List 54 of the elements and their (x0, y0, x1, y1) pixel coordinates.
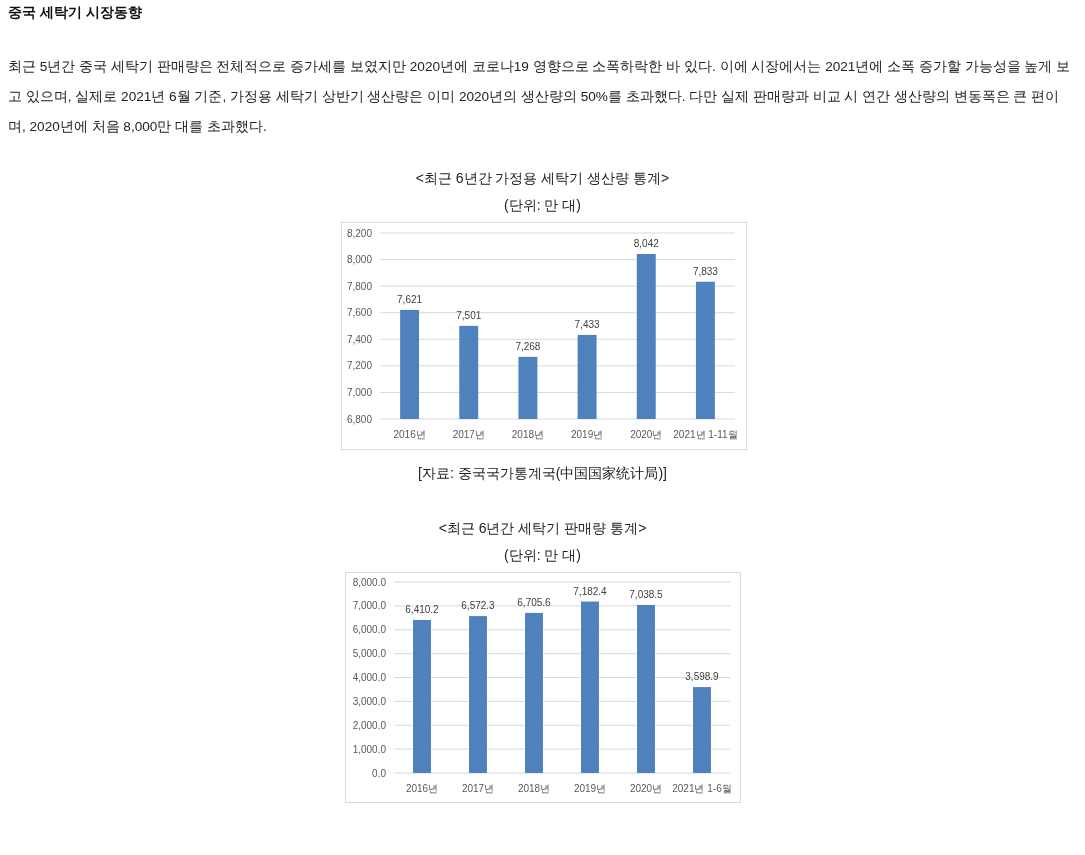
y-tick-label: 4,000.0 (352, 672, 387, 683)
y-tick-label: 1,000.0 (352, 743, 387, 755)
bar (413, 619, 431, 773)
data-label: 7,268 (515, 340, 541, 352)
y-tick-label: 3,000.0 (352, 695, 387, 707)
title: 중국 세탁기 시장동향 (8, 4, 142, 22)
y-tick-label: 7,000 (346, 386, 373, 398)
data-label: 7,501 (456, 309, 482, 321)
x-tick-label: 2017년 (452, 429, 485, 440)
x-tick-label: 2020년 (630, 429, 663, 440)
x-tick-label: 2016년 (393, 429, 426, 440)
x-tick-label: 2021년 1-6월 (672, 783, 732, 794)
x-tick-label: 2017년 (461, 783, 495, 794)
title: <최근 6년간 가정용 세탁기 생산량 통계> (414, 169, 671, 188)
x-tick-label: 2018년 (517, 783, 551, 794)
bar (637, 604, 655, 773)
data-label: 6,410.2 (405, 603, 440, 615)
data-label: 7,433 (574, 318, 601, 330)
y-tick-label: 8,200 (346, 227, 373, 239)
y-tick-label: 7,600 (346, 307, 373, 319)
y-tick-label: 5,000.0 (352, 648, 387, 660)
subtitle: (단위: 만 대) (503, 196, 582, 215)
data-label: 7,833 (692, 265, 719, 277)
y-tick-label: 2,000.0 (352, 719, 387, 731)
bar (525, 612, 543, 773)
data-label: 7,038.5 (629, 588, 664, 600)
y-tick-label: 7,200 (346, 360, 373, 372)
y-tick-label: 0.0 (372, 767, 387, 779)
y-tick-label: 6,000.0 (352, 624, 387, 636)
subtitle: (단위: 만 대) (503, 546, 582, 565)
y-tick-label: 7,800 (346, 280, 373, 292)
x-tick-label: 2019년 (573, 783, 607, 794)
x-tick-label: 2016년 (405, 783, 439, 794)
x-tick-label: 2020년 (629, 783, 663, 794)
x-tick-label: 2021년 1-11월 (673, 429, 738, 440)
y-tick-label: 8,000 (346, 254, 373, 266)
y-tick-label: 6,800 (346, 413, 373, 425)
data-label: 7,621 (397, 293, 423, 305)
y-tick-label: 7,400 (346, 333, 373, 345)
bar (581, 601, 599, 773)
data-label: 6,572.3 (461, 600, 496, 612)
y-tick-label: 8,000.0 (352, 576, 387, 588)
x-tick-label: 2019년 (570, 429, 604, 440)
annotation: 최근 5년간 중국 세탁기 판매량은 전체적으로 증가세를 보였지만 2020년에 코로나19 영향으로 소폭하락한 바 있다. 이에 시장에서는 2021년에 소폭 증가할 가능성을 높게 보고 있으며, 실제로 2021년 6월 기준, 가정용 세탁기 상반기 생산량은 이미 2020년의 생산량의 50%를 초과했다. 다만 실제 판매량과 비교 시 연간 생산량의 변동폭은 큰 편이며, 2020년에 처음 8,000만 대를 초과했다. (8, 58, 1072, 136)
data-label: 8,042 (633, 237, 660, 249)
annotation: [자료: 중국국가통계국(中国国家统计局)] (417, 464, 668, 483)
title: <최근 6년간 세탁기 판매량 통계> (437, 519, 648, 538)
x-tick-label: 2018년 (511, 429, 545, 440)
data-label: 7,182.4 (573, 585, 608, 597)
data-label: 6,705.6 (517, 596, 552, 608)
y-tick-label: 7,000.0 (352, 600, 387, 612)
bar (693, 687, 711, 773)
data-label: 3,598.9 (685, 671, 720, 683)
bar (469, 616, 487, 773)
